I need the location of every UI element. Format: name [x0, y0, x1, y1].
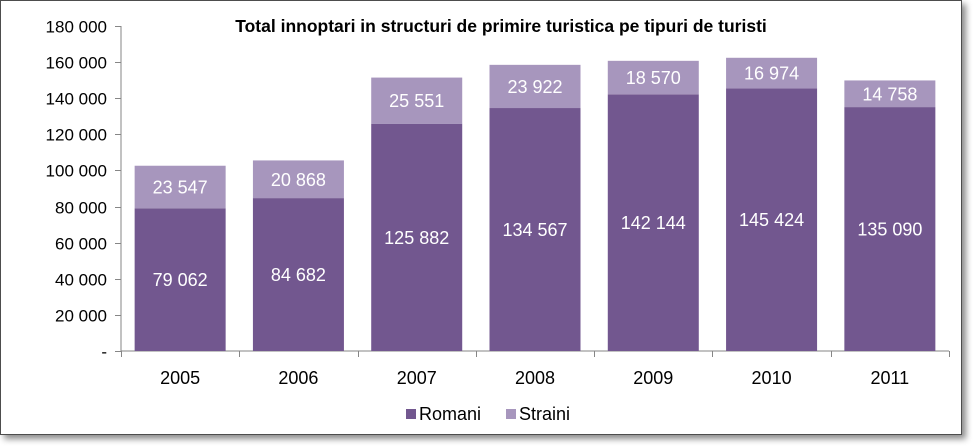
y-tick-label: 60 000	[55, 235, 107, 254]
data-label-straini-2009: 18 570	[626, 68, 681, 88]
data-label-straini-2006: 20 868	[271, 170, 326, 190]
bar-romani-2011	[844, 107, 936, 352]
data-label-romani-2011: 135 090	[857, 220, 922, 240]
stacked-bar-chart: - 20 000 40 000 60 000 80 000 100 000 120 000 1…	[46, 16, 950, 424]
bar-straini-2011	[844, 80, 936, 108]
bar-romani-2006	[252, 198, 344, 351]
data-label-romani-2008: 134 567	[502, 220, 567, 240]
legend-swatch-romani	[406, 409, 416, 419]
bar-straini-2007	[371, 77, 463, 124]
y-tick-label: 160 000	[46, 54, 107, 73]
x-tick-label: 2007	[397, 368, 437, 388]
data-label-straini-2007: 25 551	[389, 91, 444, 111]
x-tick-label: 2009	[633, 368, 673, 388]
bar-straini-2010	[726, 57, 818, 89]
data-label-romani-2005: 79 062	[153, 270, 208, 290]
bar-romani-2007	[371, 123, 463, 351]
y-tick-label: 180 000	[46, 18, 107, 37]
data-label-straini-2008: 23 922	[507, 77, 562, 97]
data-labels: 79 062 23 547 84 682 20 868 125 882 25 551 134…	[153, 64, 923, 291]
x-tick-label: 2006	[278, 368, 318, 388]
data-label-romani-2006: 84 682	[271, 265, 326, 285]
legend-swatch-straini	[506, 409, 516, 419]
y-tick-label: -	[101, 343, 107, 362]
chart-title: Total innoptari in structuri de primire …	[235, 16, 767, 36]
x-tick-label: 2011	[870, 368, 909, 388]
data-label-straini-2005: 23 547	[153, 177, 208, 197]
bars	[134, 57, 936, 352]
x-tick-label: 2008	[515, 368, 555, 388]
bar-romani-2010	[726, 88, 818, 351]
bar-straini-2005	[134, 165, 226, 209]
y-tick-label: 40 000	[55, 271, 107, 290]
bar-straini-2008	[489, 64, 581, 109]
data-label-straini-2010: 16 974	[744, 64, 799, 84]
data-label-straini-2011: 14 758	[862, 84, 917, 104]
data-label-romani-2007: 125 882	[384, 228, 449, 248]
bar-straini-2009	[607, 60, 699, 95]
x-tick-label: 2010	[752, 368, 792, 388]
legend-label-straini: Straini	[519, 404, 570, 424]
y-tick-label: 140 000	[46, 90, 107, 109]
bar-straini-2006	[252, 160, 344, 199]
y-tick-label: 100 000	[46, 162, 107, 181]
x-tick-label: 2005	[160, 368, 200, 388]
y-tick-label: 80 000	[55, 199, 107, 218]
chart-frame: - 20 000 40 000 60 000 80 000 100 000 120 000 1…	[0, 0, 962, 435]
y-tick-label: 120 000	[46, 126, 107, 145]
data-label-romani-2009: 142 144	[621, 213, 686, 233]
axes: - 20 000 40 000 60 000 80 000 100 000 120 000 1…	[46, 18, 950, 388]
data-label-romani-2010: 145 424	[739, 210, 804, 230]
bar-romani-2008	[489, 108, 581, 352]
legend-label-romani: Romani	[419, 404, 481, 424]
legend: Romani Straini	[406, 404, 570, 424]
y-tick-label: 20 000	[55, 307, 107, 326]
bar-romani-2005	[134, 208, 226, 351]
bar-romani-2009	[607, 94, 699, 352]
